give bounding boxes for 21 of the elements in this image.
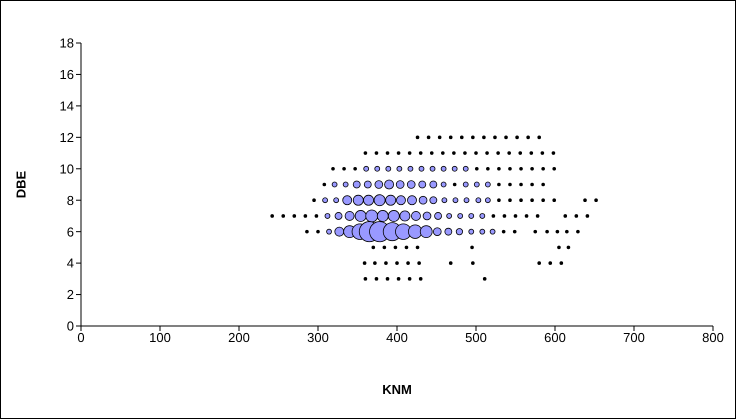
y-tick-label: 18 [60,36,74,51]
x-tick-label: 800 [702,330,724,346]
y-tick-label: 12 [60,130,74,145]
x-tick-label: 400 [386,330,408,346]
x-tick-label: 0 [77,330,85,346]
y-tick-label: 6 [66,224,74,240]
y-tick-label: 16 [60,67,74,82]
y-tick-label: 2 [66,287,74,302]
x-axis-title: KNM [382,382,412,397]
y-tick-label: 8 [66,192,74,208]
y-tick-label: 4 [66,256,74,271]
x-tick-label: 500 [465,330,487,346]
y-axis-title: DBE [14,170,29,198]
y-tick-label: 14 [60,98,74,114]
x-tick-label: 200 [228,330,250,346]
y-tick-label: 10 [60,161,74,176]
y-tick-label: 0 [66,318,74,334]
x-tick-label: 600 [544,330,566,346]
x-tick-label: 700 [623,330,645,346]
x-tick-label: 100 [149,330,171,346]
x-tick-label: 300 [307,330,329,346]
